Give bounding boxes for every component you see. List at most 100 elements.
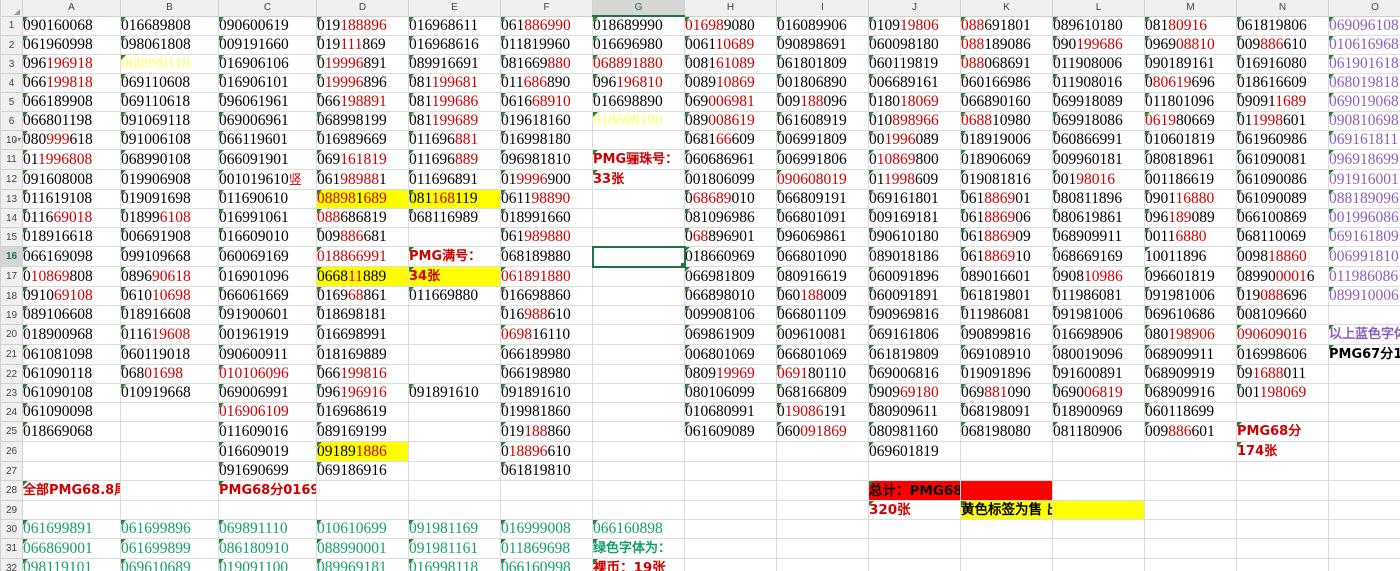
cell-J15[interactable]: 090610180 <box>868 227 961 247</box>
cell-F25[interactable]: 019188860 <box>500 421 593 442</box>
cell-K19[interactable]: 011986081 <box>960 305 1053 325</box>
cell-B4[interactable]: 069110608 <box>120 73 219 93</box>
cell-M18[interactable]: 091981006 <box>1144 286 1237 306</box>
select-all-corner[interactable] <box>0 0 23 17</box>
cell-D10[interactable]: 016989669 <box>316 130 409 150</box>
cell-C28[interactable]: PMG68分0169 27张 <box>218 480 317 501</box>
row-header-5[interactable]: 5 <box>0 92 23 112</box>
cell-E31[interactable]: 091981161 <box>408 538 501 559</box>
cell-F21[interactable]: 066189980 <box>500 344 593 365</box>
cell-B19[interactable]: 018916608 <box>120 305 219 325</box>
cell-O18[interactable]: 089910006 <box>1328 286 1400 306</box>
column-header-g[interactable]: G <box>592 0 685 17</box>
cell-G24[interactable] <box>592 402 685 422</box>
cell-E20[interactable] <box>408 324 501 345</box>
cell-C25[interactable]: 011609016 <box>218 421 317 442</box>
cell-K17[interactable]: 089016601 <box>960 266 1053 287</box>
cell-A4[interactable]: 066199818 <box>22 73 121 93</box>
cell-J27[interactable] <box>868 461 961 481</box>
cell-M32[interactable] <box>1144 558 1237 571</box>
cell-B12[interactable]: 019906908 <box>120 169 219 190</box>
cell-D27[interactable]: 069186916 <box>316 461 409 481</box>
cell-F30[interactable]: 016999008 <box>500 519 593 539</box>
cell-E27[interactable] <box>408 461 501 481</box>
cell-I26[interactable] <box>776 441 869 462</box>
cell-H11[interactable]: 060686961 <box>684 149 777 170</box>
cell-O20[interactable]: 以上蓝色字体 <box>1328 324 1400 345</box>
cell-B20[interactable]: 011619608 <box>120 324 219 345</box>
cell-L18[interactable]: 011986081 <box>1052 286 1145 306</box>
cell-M19[interactable]: 069610686 <box>1144 305 1237 325</box>
cell-M26[interactable] <box>1144 441 1237 462</box>
cell-M6[interactable]: 061980669 <box>1144 111 1237 131</box>
cell-N28[interactable] <box>1236 480 1329 501</box>
cell-F29[interactable] <box>500 500 593 520</box>
cell-G15[interactable] <box>592 227 685 247</box>
cell-O3[interactable]: 061901618 <box>1328 54 1400 74</box>
cell-C12[interactable]: 001019610竖 <box>218 169 317 190</box>
cell-O2[interactable]: 010616968 <box>1328 35 1400 55</box>
cell-J28[interactable]: 总计：PMG68分 <box>868 480 961 501</box>
cell-L24[interactable]: 018900969 <box>1052 402 1145 422</box>
cell-N29[interactable] <box>1236 500 1329 520</box>
cell-K4[interactable]: 060166986 <box>960 73 1053 93</box>
cell-M21[interactable]: 068909911 <box>1144 344 1237 365</box>
cell-N5[interactable]: 090911689 <box>1236 92 1329 112</box>
cell-J21[interactable]: 061819809 <box>868 344 961 365</box>
cell-D12[interactable]: 061989881 <box>316 169 409 190</box>
spreadsheet-body[interactable]: 1 090160068 016689808 090600619 019188896 016… <box>0 15 1400 571</box>
row-header-6[interactable]: 6 <box>0 111 23 131</box>
cell-M20[interactable]: 080198906 <box>1144 324 1237 345</box>
cell-K13[interactable]: 061886901 <box>960 189 1053 209</box>
cell-D30[interactable]: 010610699 <box>316 519 409 539</box>
cell-F23[interactable]: 091891610 <box>500 383 593 403</box>
cell-A2[interactable]: 061960998 <box>22 35 121 55</box>
cell-J6[interactable]: 010898966 <box>868 111 961 131</box>
cell-J10[interactable]: 001996089 <box>868 130 961 150</box>
cell-E6[interactable]: 081199689 <box>408 111 501 131</box>
cell-I10[interactable]: 006991809 <box>776 130 869 150</box>
cell-I22[interactable]: 069180110 <box>776 364 869 384</box>
cell-O32[interactable] <box>1328 558 1400 571</box>
cell-L28[interactable] <box>1052 480 1145 501</box>
cell-L32[interactable] <box>1052 558 1145 571</box>
cell-K15[interactable]: 061886909 <box>960 227 1053 247</box>
cell-C16[interactable]: 060069169 <box>218 246 317 267</box>
cell-N32[interactable] <box>1236 558 1329 571</box>
row-header-1[interactable]: 1 <box>0 15 23 36</box>
cell-I15[interactable]: 096069861 <box>776 227 869 247</box>
cell-E29[interactable] <box>408 500 501 520</box>
cell-E28[interactable] <box>408 480 501 501</box>
cell-I23[interactable]: 068166809 <box>776 383 869 403</box>
cell-N4[interactable]: 018616609 <box>1236 73 1329 93</box>
cell-F12[interactable]: 019996900 <box>500 169 593 190</box>
cell-E24[interactable] <box>408 402 501 422</box>
cell-J17[interactable]: 060091896 <box>868 266 961 287</box>
cell-D3[interactable]: 019996891 <box>316 54 409 74</box>
cell-E1[interactable]: 016968611 <box>408 15 501 36</box>
row-header-3[interactable]: 3 <box>0 54 23 74</box>
cell-L21[interactable]: 080019096 <box>1052 344 1145 365</box>
cell-C13[interactable]: 011690610 <box>218 189 317 209</box>
cell-A5[interactable]: 066189908 <box>22 92 121 112</box>
cell-B14[interactable]: 018996108 <box>120 208 219 228</box>
cell-G16[interactable] <box>591 245 686 268</box>
cell-C30[interactable]: 069891110 <box>218 519 317 539</box>
cell-L25[interactable]: 081180906 <box>1052 421 1145 442</box>
cell-E5[interactable]: 081199686 <box>408 92 501 112</box>
cell-L17[interactable]: 090810986 <box>1052 266 1145 287</box>
cell-J14[interactable]: 009169181 <box>868 208 961 228</box>
cell-C21[interactable]: 090600911 <box>218 344 317 365</box>
cell-C2[interactable]: 009191660 <box>218 35 317 55</box>
cell-L20[interactable]: 016698906 <box>1052 324 1145 345</box>
cell-A3[interactable]: 096196918 <box>22 54 121 74</box>
cell-E3[interactable]: 089916691 <box>408 54 501 74</box>
cell-O25[interactable] <box>1328 421 1400 442</box>
cell-M28[interactable] <box>1144 480 1237 501</box>
cell-C27[interactable]: 091690699 <box>218 461 317 481</box>
cell-O16[interactable]: 006991810 <box>1328 246 1400 267</box>
cell-O30[interactable] <box>1328 519 1400 539</box>
cell-O19[interactable] <box>1328 305 1400 325</box>
cell-O26[interactable] <box>1328 441 1400 462</box>
cell-K21[interactable]: 069108910 <box>960 344 1053 365</box>
